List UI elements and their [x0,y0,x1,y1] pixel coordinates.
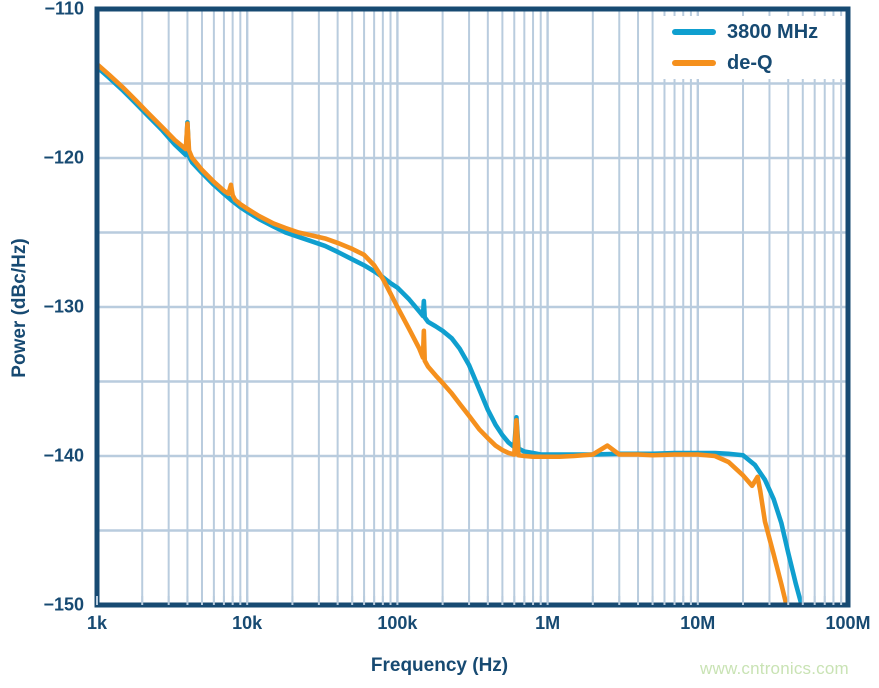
x-tick-label: 1M [535,613,561,633]
y-tick-label: −120 [43,147,84,168]
series-line-de-q [97,61,789,605]
x-axis-title: Frequency (Hz) [370,655,509,676]
axis-tickmarks [96,596,843,605]
y-tick-label: −140 [43,445,84,466]
legend-item-3800-mhz: 3800 MHz [663,16,845,47]
x-tick-label: 10k [232,613,263,633]
y-gridlines [97,82,848,532]
legend-label-3800-mhz: 3800 MHz [727,20,819,43]
y-axis-title: Power (dBc/Hz) [9,238,30,378]
y-tick-label: −130 [43,296,84,317]
site-watermark: www.cntronics.com [700,659,849,678]
y-tick-label: −110 [44,0,84,19]
legend-label-de-q: de-Q [727,51,773,74]
legend-swatch-de-q [672,59,716,66]
chart-legend: 3800 MHz de-Q [663,16,845,79]
data-series-layer [97,61,804,605]
legend-swatch-3800-mhz [672,28,716,35]
x-tick-label: 100M [825,613,871,633]
x-tick-label: 10M [680,613,716,633]
plot-frame [94,6,851,608]
legend-item-de-q: de-Q [663,47,845,78]
x-tick-label: 100k [377,613,418,633]
y-tick-label: −150 [43,594,84,615]
x-tick-label: 1k [86,613,108,633]
